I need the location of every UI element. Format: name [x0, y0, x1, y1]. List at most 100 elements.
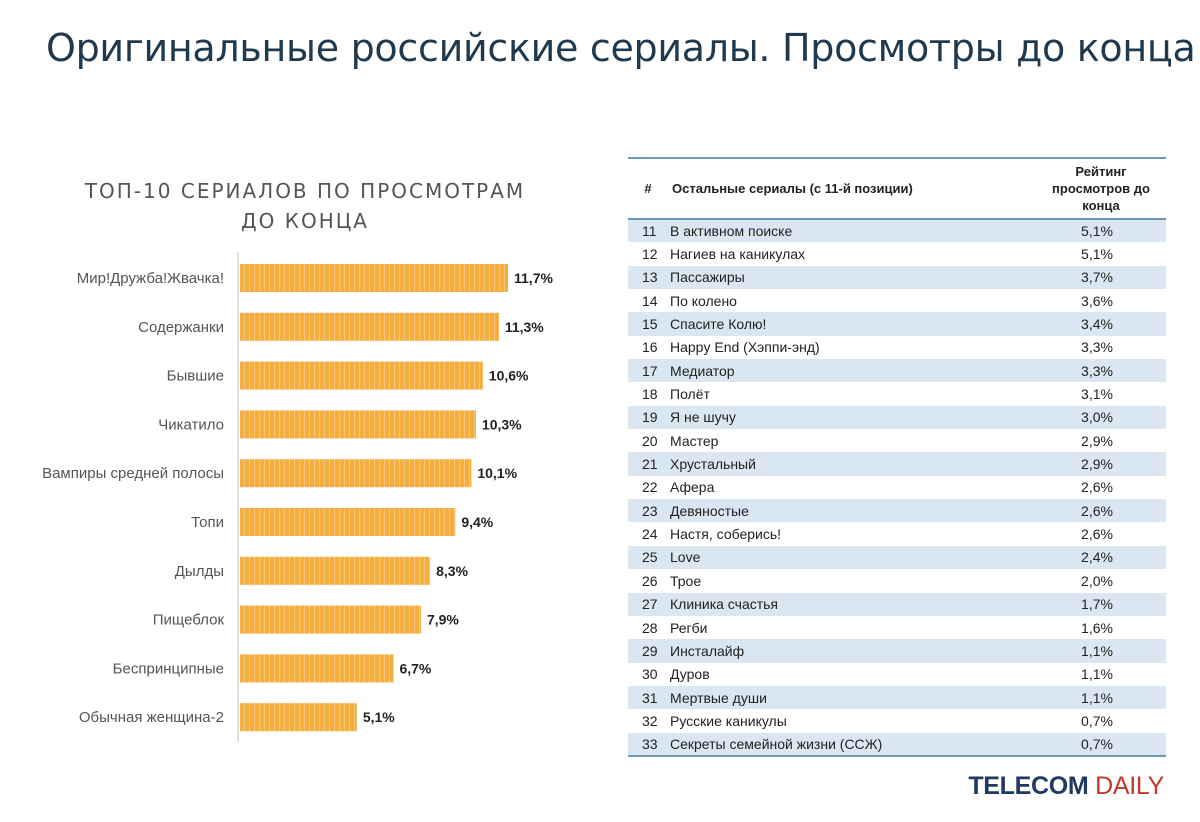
row-name: Настя, соберись! [670, 526, 782, 543]
row-rating: 1,6% [1081, 619, 1113, 636]
header-rating: Рейтинг просмотров до конца [1036, 158, 1166, 219]
bar-category-label: Дылды [175, 563, 224, 580]
bar-value-label: 11,7% [514, 270, 553, 286]
logo-part-2: DAILY [1095, 772, 1164, 800]
row-rating: 2,4% [1081, 549, 1113, 566]
bar-category-label: Содержанки [138, 319, 224, 336]
row-num: 26 [642, 572, 658, 589]
bar-value-label: 7,9% [427, 612, 459, 628]
row-rating: 2,6% [1081, 502, 1113, 519]
header-num: # [644, 181, 652, 196]
row-name: Инсталайф [670, 642, 745, 659]
table-row: 33 Секреты семейной жизни (ССЖ) 0,7% [628, 732, 1166, 756]
table-row: 14 По колено 3,6% [628, 289, 1166, 313]
row-name: Полёт [670, 386, 710, 403]
table-row: 19 Я не шучу 3,0% [628, 405, 1166, 430]
bar-value-label: 9,4% [461, 514, 493, 530]
header-rating-line-1: Рейтинг [1075, 164, 1127, 179]
row-num: 11 [642, 223, 657, 240]
bar-category-label: Топи [191, 514, 224, 531]
bar-category-label: Мир!Дружба!Жвачка! [77, 270, 224, 287]
table-row: 31 Мертвые души 1,1% [628, 685, 1166, 710]
row-rating: 3,3% [1081, 362, 1113, 379]
row-rating: 1,7% [1081, 596, 1113, 613]
table-row: 17 Медиатор 3,3% [628, 359, 1166, 383]
row-rating: 2,6% [1081, 479, 1113, 496]
row-rating: 0,7% [1081, 712, 1113, 729]
row-name: По колено [670, 292, 737, 309]
table-row: 13 Пассажиры 3,7% [628, 265, 1166, 290]
bar [240, 459, 472, 488]
row-rating: 2,0% [1081, 572, 1113, 589]
row-num: 18 [642, 386, 658, 403]
row-name: В активном поиске [670, 223, 793, 240]
row-num: 12 [642, 246, 658, 263]
row-num: 28 [642, 619, 658, 636]
logo-part-1: TELECOM [968, 772, 1089, 800]
row-num: 14 [642, 292, 658, 309]
row-name: Дуров [670, 666, 710, 683]
row-rating: 1,1% [1081, 666, 1113, 683]
bar-category-label: Беспринципные [113, 660, 224, 677]
row-num: 17 [642, 362, 658, 379]
table-row: 22 Афера 2,6% [628, 475, 1166, 500]
row-name: Love [670, 549, 701, 566]
table-row: 30 Дуров 1,1% [628, 662, 1166, 686]
row-name: Регби [670, 619, 708, 636]
row-num: 13 [642, 269, 658, 286]
bar [240, 654, 394, 683]
bar-value-label: 5,1% [363, 709, 395, 725]
table-row: 25 Love 2,4% [628, 545, 1166, 570]
row-name: Русские каникулы [670, 712, 787, 729]
row-num: 21 [642, 456, 658, 473]
bar-category-label: Пищеблок [153, 612, 225, 629]
row-name: Спасите Колю! [670, 316, 767, 333]
table-header-row: # Остальные сериалы (с 11-й позиции) Рей… [628, 158, 1166, 219]
row-num: 31 [642, 689, 658, 706]
row-num: 20 [642, 432, 658, 449]
bar-category-label: Бывшие [167, 368, 224, 385]
bar [240, 508, 456, 536]
header-rating-line-2: просмотров до [1052, 181, 1150, 196]
table-row: 16 Happy End (Хэппи-энд) 3,3% [628, 335, 1166, 360]
bar [240, 605, 421, 634]
table-body: 11 В активном поиске 5,1% 12 Нагиев на каник… [628, 219, 1166, 756]
row-num: 32 [642, 712, 658, 729]
row-rating: 3,6% [1081, 292, 1113, 309]
table-row: 24 Настя, соберись! 2,6% [628, 522, 1166, 546]
table-row: 26 Трое 2,0% [628, 569, 1166, 593]
row-num: 15 [642, 316, 658, 333]
row-name: Секреты семейной жизни (ССЖ) [670, 735, 883, 752]
telecom-daily-logo: TELECOM DAILY [968, 772, 1164, 801]
bar [240, 410, 476, 439]
chart-title-line-2: ДО КОНЦА [241, 209, 369, 233]
row-name: Медиатор [670, 362, 735, 379]
bar-category-label: Чикатило [158, 416, 224, 433]
row-rating: 2,9% [1081, 432, 1113, 449]
bar-value-label: 11,3% [505, 319, 544, 335]
row-name: Нагиев на каникулах [670, 246, 806, 263]
row-rating: 3,7% [1081, 269, 1113, 286]
bar-value-label: 6,7% [399, 660, 431, 676]
row-rating: 3,3% [1081, 339, 1113, 356]
bar [240, 264, 508, 292]
row-name: Хрустальный [670, 456, 756, 473]
bar [240, 361, 483, 390]
bar-category-label: Обычная женщина-2 [79, 709, 224, 726]
row-name: Пассажиры [670, 269, 745, 286]
row-num: 24 [642, 526, 658, 543]
table-row: 20 Мастер 2,9% [628, 429, 1166, 453]
chart-title-line-1: ТОП-10 СЕРИАЛОВ ПО ПРОСМОТРАМ [84, 179, 526, 203]
row-num: 30 [642, 666, 658, 683]
bar [240, 312, 499, 341]
row-name: Клиника счастья [670, 596, 779, 613]
row-rating: 5,1% [1081, 223, 1113, 240]
row-rating: 2,6% [1081, 526, 1113, 543]
row-rating: 0,7% [1081, 735, 1113, 752]
row-num: 23 [642, 502, 658, 519]
bar-value-label: 10,1% [477, 465, 517, 481]
series-table: # Остальные сериалы (с 11-й позиции) Рей… [628, 157, 1166, 757]
bar-chart: Мир!Дружба!Жвачка! 11,7% Содержанки 11,3% Бы… [42, 252, 553, 742]
row-num: 16 [642, 339, 658, 356]
row-num: 25 [642, 549, 658, 566]
